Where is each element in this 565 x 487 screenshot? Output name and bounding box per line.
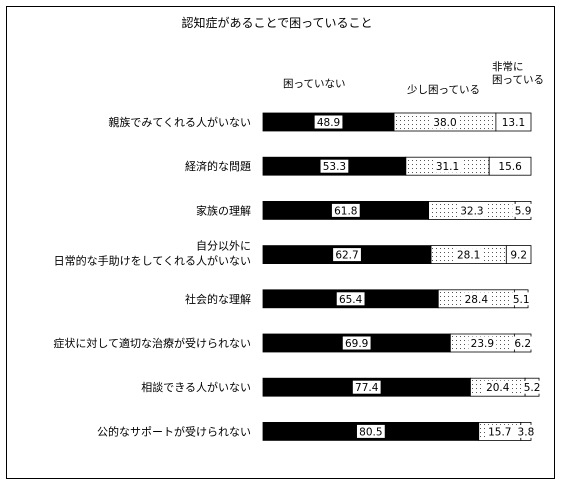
value-label-bg-7-0 [356, 424, 385, 438]
value-label-7-1: 15.7 [488, 426, 511, 438]
value-label-bg-7-1 [485, 424, 514, 438]
category-label-6: 相談できる人がいない [141, 380, 251, 394]
value-label-0-2: 13.1 [502, 117, 525, 129]
value-label-7-0: 80.5 [359, 426, 382, 438]
value-label-5-2: 6.2 [514, 338, 531, 350]
value-label-bg-6-0 [352, 380, 381, 394]
value-label-bg-5-0 [342, 336, 371, 350]
value-label-3-2: 9.2 [510, 250, 527, 262]
value-label-bg-1-1 [433, 159, 462, 173]
value-label-bg-3-0 [333, 248, 361, 262]
value-label-4-1: 28.4 [465, 294, 489, 306]
value-label-5-1: 23.9 [471, 338, 494, 350]
value-label-5-0: 69.9 [345, 338, 368, 350]
value-label-bg-4-1 [462, 292, 491, 306]
value-label-bg-7-2 [515, 424, 537, 438]
value-label-bg-2-0 [331, 203, 360, 217]
value-label-bg-2-1 [458, 203, 486, 217]
stacked-bar-chart: 認知症があることで困っていること 困っていない少し困っている非常に困っている 親… [53, 15, 544, 441]
value-label-6-1: 20.4 [486, 382, 510, 394]
value-label-7-2: 3.8 [518, 426, 535, 438]
category-label-1: 経済的な問題 [185, 159, 251, 173]
value-label-bg-0-2 [499, 115, 528, 129]
value-label-6-0: 77.4 [355, 382, 379, 394]
chart-title: 認知症があることで困っていること [181, 15, 372, 30]
value-label-1-1: 31.1 [436, 161, 459, 173]
legend: 困っていない少し困っている非常に困っている [283, 60, 544, 96]
bars: 親族でみてくれる人がいない 48.9 38.0 13.1 経済的な問題 53.3 31.1 1… [53, 112, 543, 441]
value-label-bg-4-0 [336, 292, 365, 306]
value-label-1-2: 15.6 [498, 161, 522, 173]
legend-label-1: 少し困っている [407, 84, 480, 96]
value-label-bg-6-1 [483, 380, 512, 394]
value-label-bg-3-2 [507, 248, 530, 262]
value-label-bg-4-2 [510, 292, 533, 306]
chart-frame: 認知症があることで困っていること 困っていない少し困っている 非常に困っている 親… [6, 6, 555, 479]
value-label-0-0: 48.9 [317, 117, 340, 129]
value-label-bg-3-1 [454, 248, 483, 262]
value-label-3-1: 28.1 [457, 250, 480, 262]
value-label-bg-5-1 [468, 336, 497, 350]
category-label-5: 症状に対して適切な治療が受けられない [53, 336, 251, 350]
value-label-4-0: 65.4 [339, 294, 363, 306]
value-label-bg-0-1 [431, 115, 459, 129]
value-label-0-1: 38.0 [433, 117, 456, 129]
value-label-bg-5-2 [511, 336, 534, 350]
legend-label-0: 困っていない [283, 78, 345, 90]
value-label-2-1: 32.3 [460, 205, 483, 217]
value-label-bg-0-0 [314, 115, 343, 129]
value-label-2-2: 5.9 [515, 205, 532, 217]
value-label-3-0: 62.7 [335, 250, 358, 262]
value-label-6-2: 5.2 [524, 382, 541, 394]
value-label-4-2: 5.1 [513, 294, 530, 306]
value-label-bg-1-2 [496, 159, 524, 173]
value-label-bg-6-2 [521, 380, 543, 394]
category-label-0: 親族でみてくれる人がいない [108, 115, 251, 129]
value-label-1-0: 53.3 [323, 161, 346, 173]
value-label-2-0: 61.8 [334, 205, 357, 217]
category-label-4: 社会的な理解 [185, 292, 251, 306]
value-label-bg-1-0 [320, 159, 349, 173]
category-label-3: 自分以外に日常的な手助けをしてくれる人がいない [54, 240, 251, 268]
category-label-7: 公的なサポートが受けられない [97, 424, 251, 438]
legend-label-2: 非常に困っている [492, 60, 544, 86]
value-label-bg-2-2 [512, 203, 534, 217]
category-label-2: 家族の理解 [196, 203, 251, 217]
